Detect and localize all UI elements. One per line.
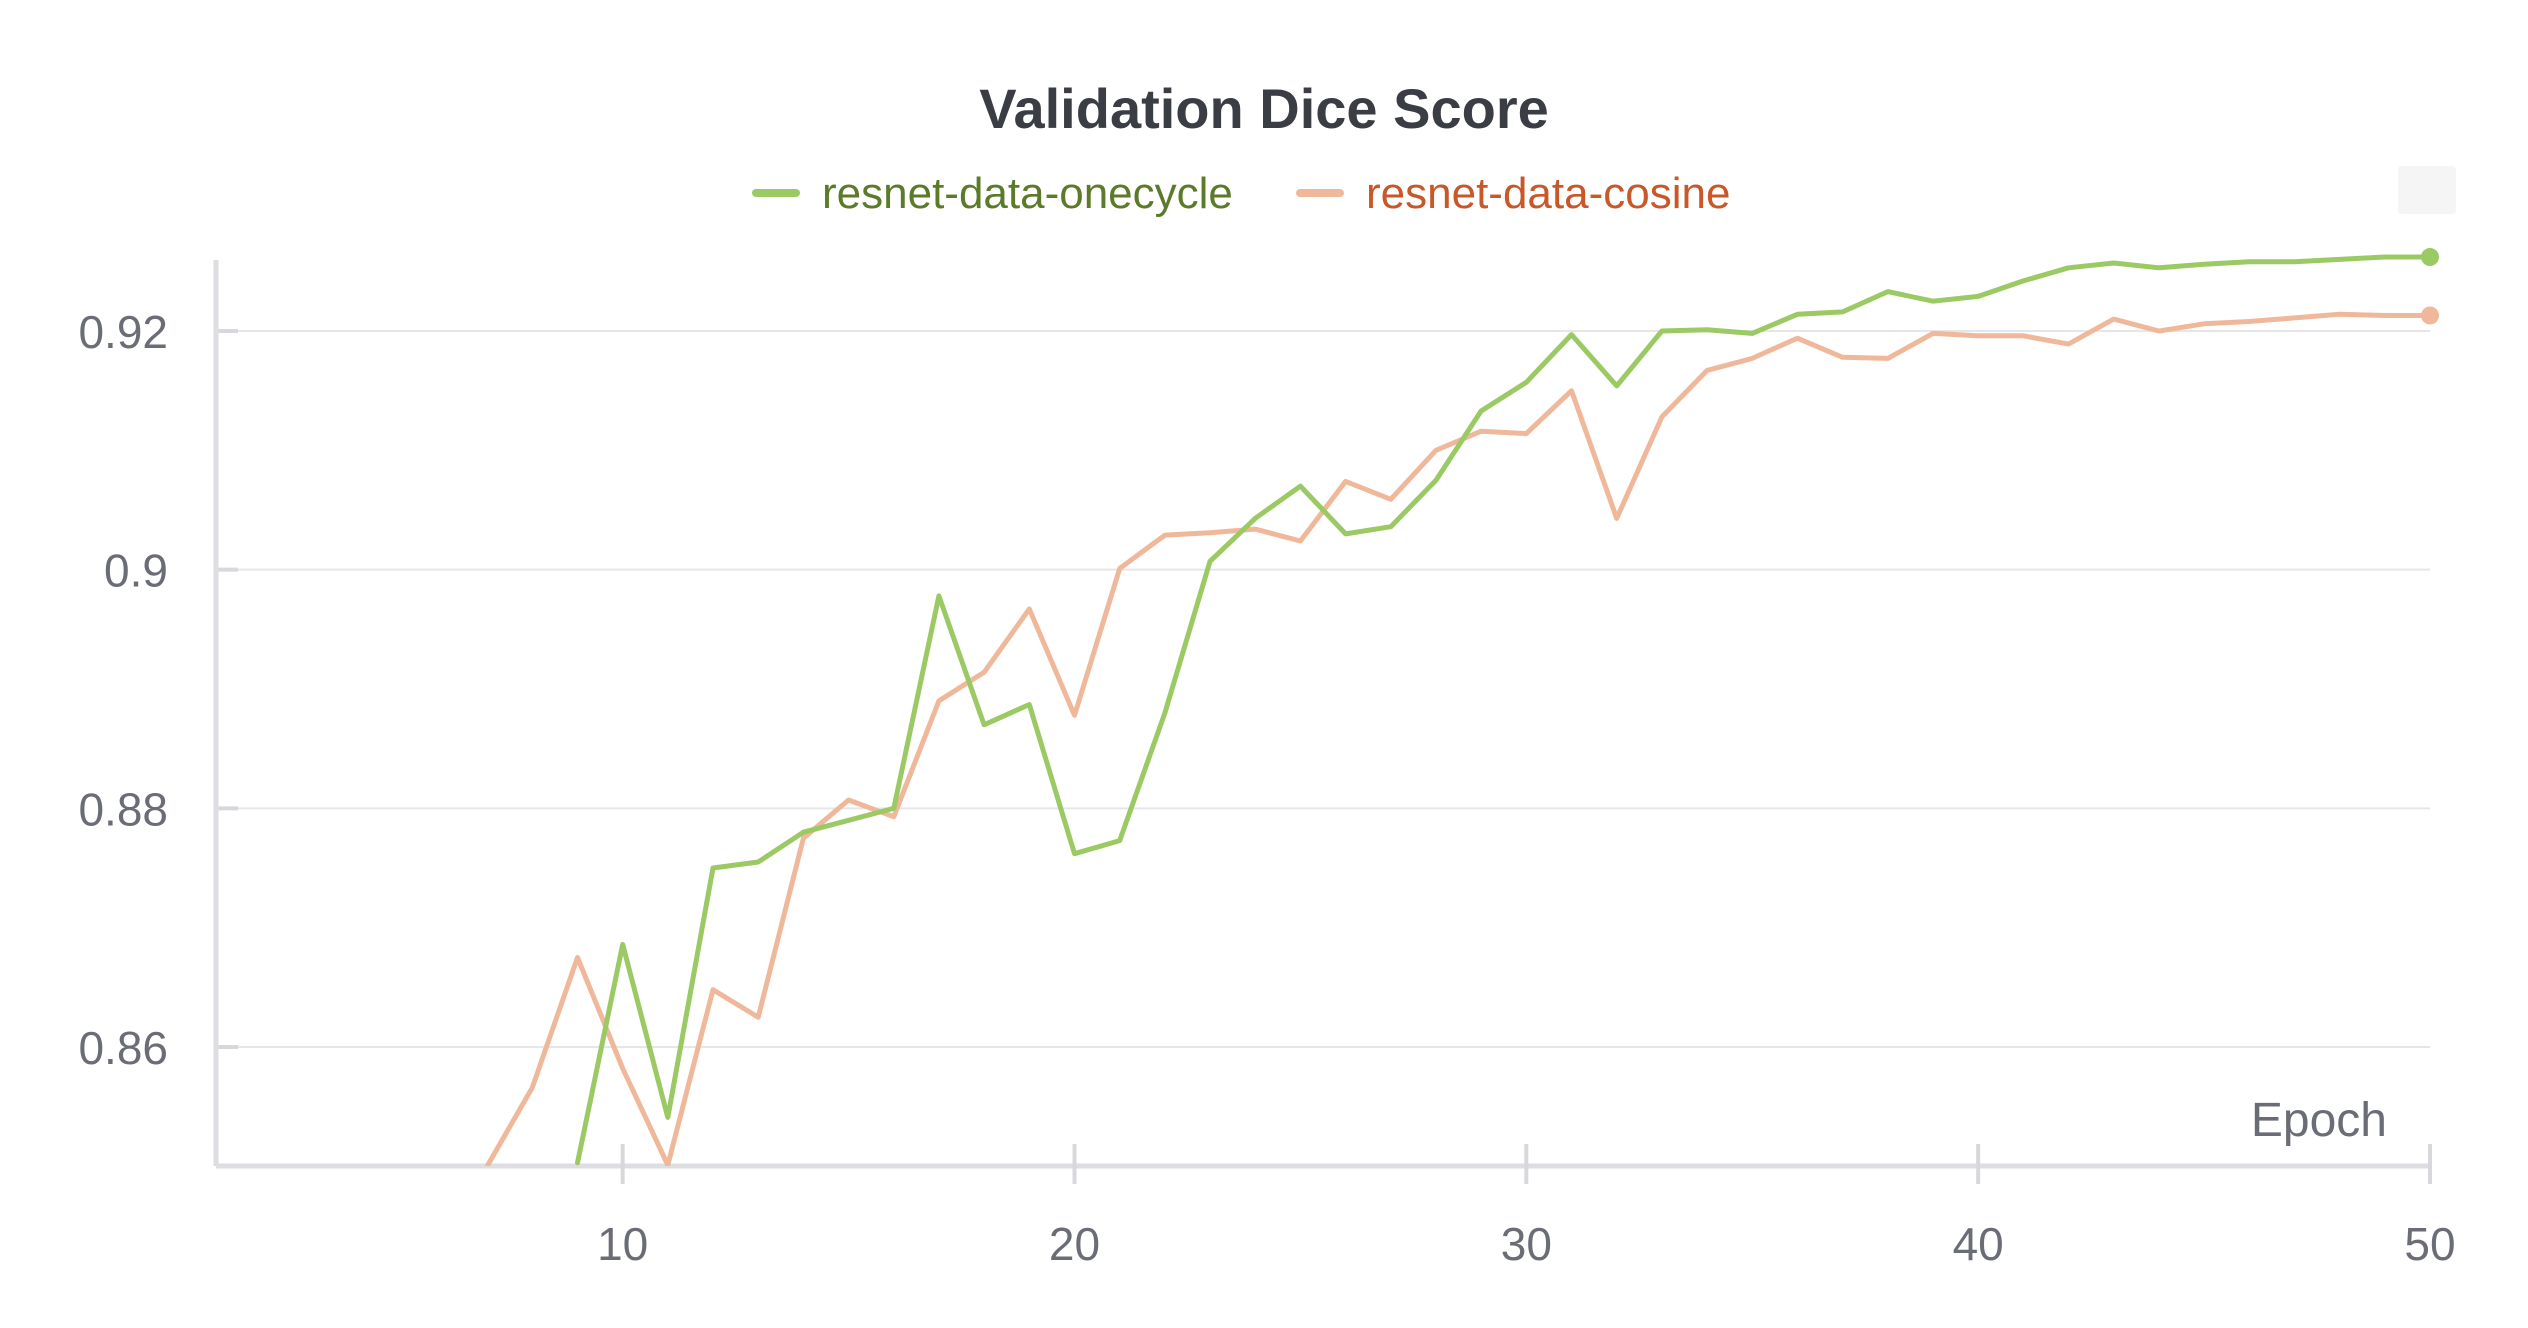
y-tick-label: 0.92 xyxy=(78,306,168,358)
y-tick-label: 0.86 xyxy=(78,1022,168,1074)
series-line-resnet-data-onecycle xyxy=(575,254,2433,1166)
legend-label: resnet-data-onecycle xyxy=(822,169,1233,218)
plot-area xyxy=(484,248,2439,1166)
tick-labels: 0.86 0.88 0.9 0.92 10 20 30 40 50 xyxy=(78,306,2455,1270)
y-tick-label: 0.9 xyxy=(104,545,168,597)
x-tick-label: 30 xyxy=(1501,1218,1552,1270)
series-endpoint-resnet-data-onecycle[interactable] xyxy=(2421,248,2439,267)
legend-item-resnet-data-onecycle[interactable]: resnet-data-onecycle xyxy=(752,169,1233,218)
x-tick-label: 40 xyxy=(1953,1218,2004,1270)
x-tick-label: 50 xyxy=(2404,1218,2455,1270)
x-tick-label: 20 xyxy=(1049,1218,1100,1270)
y-tick-label: 0.88 xyxy=(78,783,168,835)
axes xyxy=(213,260,2432,1184)
series-endpoint-resnet-data-cosine[interactable] xyxy=(2421,306,2439,325)
chart-title: Validation Dice Score xyxy=(979,77,1549,140)
x-axis-label: Epoch xyxy=(2251,1094,2387,1147)
legend: resnet-data-onecycle resnet-data-cosine xyxy=(752,169,1730,218)
grid-lines xyxy=(216,330,2430,1048)
legend-label: resnet-data-cosine xyxy=(1366,169,1730,218)
legend-item-resnet-data-cosine[interactable]: resnet-data-cosine xyxy=(1296,169,1730,218)
corner-control[interactable] xyxy=(2398,166,2456,214)
x-tick-label: 10 xyxy=(597,1218,648,1270)
